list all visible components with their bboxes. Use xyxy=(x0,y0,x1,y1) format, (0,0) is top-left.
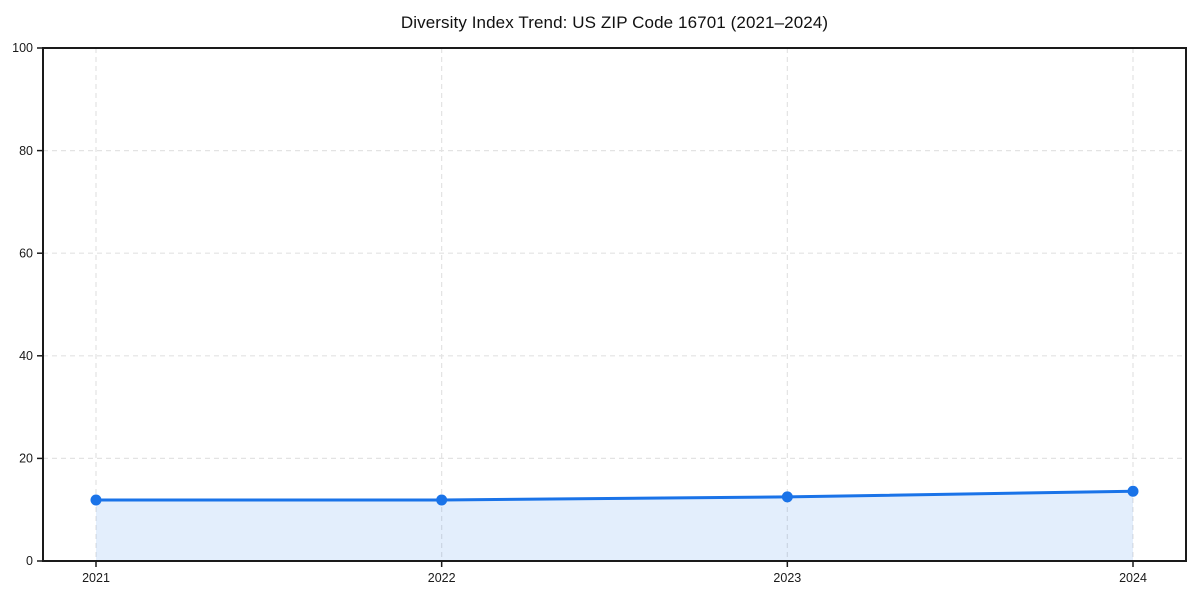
x-tick-label: 2021 xyxy=(82,571,110,585)
y-tick-label: 40 xyxy=(19,349,33,363)
data-point-2023 xyxy=(781,491,793,503)
data-point-2022 xyxy=(436,494,448,506)
y-tick-label: 0 xyxy=(26,554,33,568)
area-fill xyxy=(96,491,1133,561)
x-tick-label: 2024 xyxy=(1119,571,1147,585)
chart-title: Diversity Index Trend: US ZIP Code 16701… xyxy=(400,13,829,32)
x-tick-label: 2023 xyxy=(773,571,801,585)
x-tick-label: 2022 xyxy=(428,571,456,585)
y-tick-label: 80 xyxy=(19,144,33,158)
data-point-2021 xyxy=(90,494,102,506)
y-tick-label: 100 xyxy=(12,41,33,55)
y-tick-label: 60 xyxy=(19,246,33,260)
y-tick-label: 20 xyxy=(19,452,33,466)
trend-line xyxy=(94,489,1135,502)
data-point-2024 xyxy=(1127,485,1139,497)
plot-border xyxy=(42,47,1187,562)
